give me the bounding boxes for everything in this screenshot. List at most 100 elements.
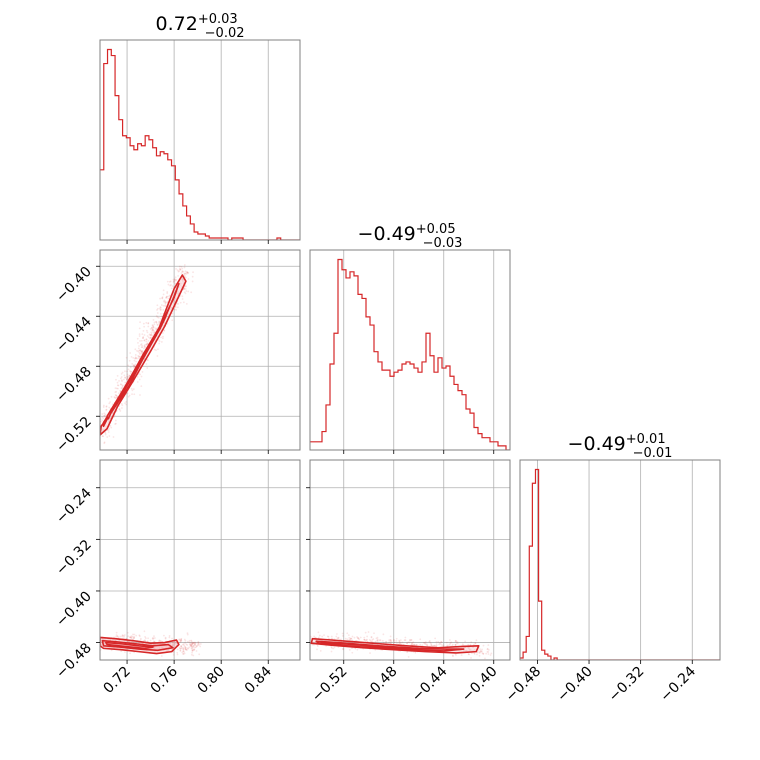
scatter-p3-p1-point [183,644,186,647]
scatter-p2-p1-contour-level-1 [100,274,187,436]
scatter-p2-p1-point [102,404,105,407]
scatter-p3-p1-point [132,637,135,640]
scatter-p3-p1-point [184,645,187,648]
scatter-p2-p1-point [153,321,156,324]
scatter-p2-p1-point [143,339,146,341]
scatter-p2-p1-point [146,335,149,337]
scatter-p3-p2-point [313,635,316,638]
scatter-p3-p1-point [174,641,177,644]
scatter-p3-p2-point [464,649,467,652]
scatter-p2-p1-point [148,333,151,336]
scatter-p3-p2-point [367,631,370,633]
scatter-p3-p1-ytick-label-1: −0.40 [53,588,95,630]
scatter-p2-p1-point [143,334,146,336]
scatter-p3-p1-point [167,649,170,651]
scatter-p2-p1-point [110,426,113,429]
scatter-p2-p1-point [138,345,140,347]
scatter-p2-p1-point [115,387,118,390]
scatter-p3-p1-point [171,644,174,647]
scatter-p2-p1-point [162,332,164,334]
scatter-p3-p1-frame [99,459,301,661]
scatter-p3-p1-point [197,644,199,647]
scatter-p3-p2-point [478,654,481,657]
scatter-p2-p1-point [178,281,181,283]
scatter-p2-p1-point [162,309,165,311]
scatter-p2-p1-point [104,413,107,416]
scatter-p2-p1-point [128,375,131,378]
scatter-p2-p1-point [103,414,106,417]
scatter-p3-p2-point [393,639,396,642]
scatter-p3-p1-point [192,645,195,647]
scatter-p3-p1-point [193,643,196,645]
scatter-p3-p1-point [189,642,192,644]
scatter-p3-p1-point [191,643,193,645]
scatter-p3-p1-point [121,634,124,637]
scatter-p2-p1-point [182,280,184,283]
scatter-p2-p1-point [107,431,110,433]
scatter-p3-p2-point [317,636,320,639]
scatter-p3-p2-point [342,647,344,650]
scatter-p2-p1-point [101,435,104,438]
scatter-p3-p2-point [426,643,428,646]
scatter-p2-p1-point [140,343,143,345]
scatter-p3-p2-point [415,643,418,646]
scatter-p3-p2-point [378,639,381,642]
scatter-p2-p1-point [140,350,143,353]
scatter-p2-p1-point [142,329,145,332]
scatter-p3-p1-point [197,640,200,643]
scatter-p3-p1-point [171,641,174,644]
scatter-p2-p1-point [126,378,128,381]
scatter-p3-p1-point [197,643,199,645]
scatter-p3-p2-point [330,645,333,648]
scatter-p2-p1-point [181,295,184,298]
scatter-p3-p2-grid [310,460,510,660]
scatter-p3-p2-point [316,648,318,651]
scatter-p3-p1-point [190,645,193,648]
scatter-p2-p1-point [106,436,109,438]
scatter-p2-p1-point [187,278,190,280]
scatter-p3-p1-point [191,645,194,648]
scatter-p2-p1-point [133,365,136,367]
scatter-p2-p1-point [145,321,148,324]
scatter-p3-p2-point [332,647,335,650]
scatter-p2-p1-point [134,356,137,359]
scatter-p2-p1-point [157,348,159,351]
scatter-p2-p1-point [100,420,102,423]
scatter-p2-p1-point [155,328,158,331]
scatter-p3-p1-point [153,637,156,639]
scatter-p3-p2-point [370,635,373,638]
scatter-p3-p2-point [356,635,358,638]
scatter-p2-p1-point [183,288,186,290]
scatter-p2-p1-point [105,409,108,411]
scatter-p2-p1-point [131,362,134,365]
scatter-p2-p1-contour-level-3 [106,315,167,420]
scatter-p3-p2-point [357,637,360,640]
scatter-p3-p1-point [185,648,187,651]
scatter-p2-p1-point [103,442,106,445]
scatter-p2-p1-point [118,392,120,395]
scatter-p3-p2-point [410,639,413,641]
scatter-p2-p1-point [140,385,143,387]
scatter-p3-p1-point [183,651,185,653]
scatter-p3-p2-point [318,634,321,637]
scatter-p3-p1-point [187,640,189,643]
scatter-p3-p2-point [321,635,324,638]
scatter-p2-p1-point [117,384,120,387]
scatter-p2-p1-point [151,334,154,337]
scatter-p3-p2-point [454,640,457,643]
scatter-p2-p1-point [129,370,132,373]
scatter-p3-p2-point [340,638,343,641]
scatter-p2-p1-point [133,364,136,367]
scatter-p2-p1-point [143,345,146,348]
scatter-p2-p1-grid [100,250,300,450]
scatter-p2-p1-point [163,299,166,302]
hist-p3-grid [537,460,693,660]
scatter-p2-p1-point [126,370,128,373]
scatter-p3-p2-point [351,651,354,654]
scatter-p2-p1-point [125,400,128,403]
scatter-p2-p1-point [184,272,187,275]
scatter-p3-p2-point [454,639,457,642]
scatter-p2-p1-point [156,323,159,326]
scatter-p2-p1-point [128,374,131,377]
scatter-p3-p2-point [478,652,481,654]
